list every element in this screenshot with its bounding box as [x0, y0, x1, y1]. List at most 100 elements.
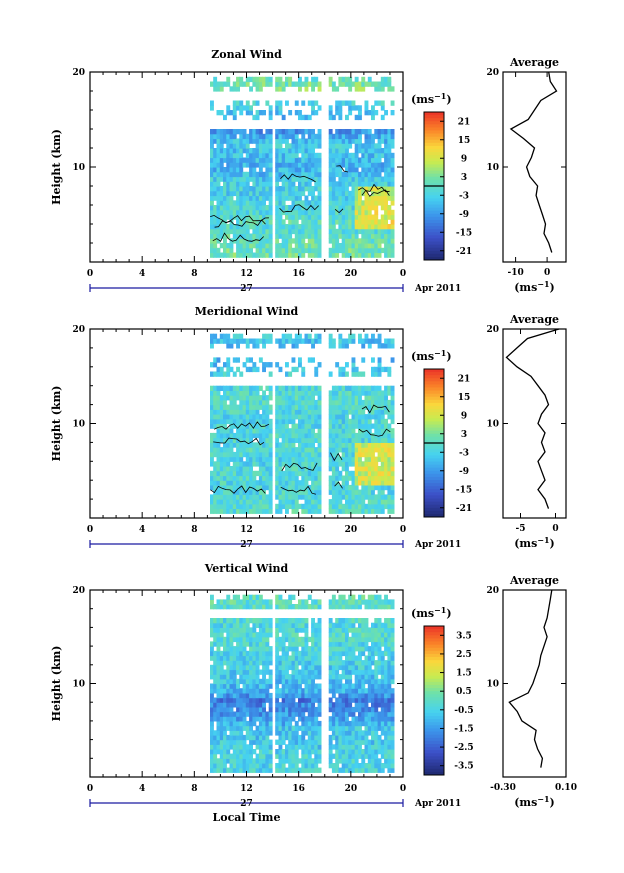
- zonal-heatmap-cell: [269, 224, 273, 229]
- vertical-heatmap-cell: [226, 595, 230, 600]
- meridional-heatmap-cell: [269, 433, 273, 438]
- meridional-heatmap-cell: [233, 400, 237, 405]
- meridional-heatmap-cell: [226, 357, 230, 362]
- meridional-colorbar-tick-label: 9: [461, 411, 467, 421]
- vertical-heatmap-cell: [236, 684, 240, 689]
- meridional-heatmap-cell: [269, 409, 273, 414]
- vertical-heatmap-cell: [318, 632, 322, 637]
- zonal-heatmap-cell: [391, 101, 395, 106]
- vertical-heatmap-cell: [275, 651, 279, 656]
- meridional-heatmap-cell: [210, 457, 214, 462]
- zonal-heatmap-cell: [288, 234, 292, 239]
- zonal-heatmap-cell: [295, 153, 299, 158]
- meridional-colorbar-segment: [424, 471, 444, 474]
- meridional-heatmap-cell: [391, 466, 395, 471]
- vertical-heatmap-cell: [338, 656, 342, 661]
- vertical-heatmap-cell: [348, 702, 352, 707]
- zonal-heatmap-cell: [249, 110, 253, 115]
- vertical-heatmap-cell: [252, 721, 256, 726]
- meridional-heatmap-cell: [217, 390, 221, 395]
- vertical-heatmap-cell: [318, 660, 322, 665]
- zonal-heatmap-cell: [292, 181, 296, 186]
- vertical-heatmap-cell: [314, 716, 318, 721]
- zonal-heatmap-cell: [269, 148, 273, 153]
- vertical-heatmap-cell: [210, 721, 214, 726]
- zonal-heatmap-cell: [391, 134, 395, 139]
- vertical-heatmap-cell: [318, 707, 322, 712]
- meridional-colorbar-segment: [424, 446, 444, 449]
- zonal-x-tick-label: 16: [292, 269, 305, 279]
- zonal-colorbar-tick-label: 3: [461, 173, 467, 183]
- vertical-wind-panel: 0 4 8 12 16 20 02010Vertical WindHeight (km)27…: [50, 562, 577, 824]
- meridional-heatmap-cell: [285, 362, 289, 367]
- meridional-colorbar-segment: [424, 511, 444, 514]
- zonal-heatmap-cell: [391, 181, 395, 186]
- zonal-title: Zonal Wind: [211, 48, 282, 61]
- vertical-heatmap-cell: [318, 641, 322, 646]
- zonal-heatmap-cell: [329, 110, 333, 115]
- meridional-heatmap-cell: [226, 372, 230, 377]
- meridional-heatmap-cell: [335, 362, 339, 367]
- vertical-heatmap-cell: [365, 735, 369, 740]
- vertical-heatmap-cell: [318, 646, 322, 651]
- zonal-heatmap-cell: [358, 110, 362, 115]
- zonal-heatmap-cell: [305, 196, 309, 201]
- meridional-heatmap-cell: [298, 357, 302, 362]
- meridional-heatmap-cell: [318, 447, 322, 452]
- zonal-heatmap-cell: [279, 110, 283, 115]
- meridional-heatmap-cell: [352, 428, 356, 433]
- vertical-heatmap-cell: [269, 604, 273, 609]
- meridional-heatmap-cell: [269, 490, 273, 495]
- zonal-heatmap-cell: [314, 101, 318, 106]
- zonal-heatmap-cell: [387, 77, 391, 82]
- zonal-heatmap-cell: [282, 200, 286, 205]
- meridional-heatmap-cell: [352, 362, 356, 367]
- meridional-heatmap-cell: [269, 480, 273, 485]
- meridional-colorbar-segment: [424, 455, 444, 458]
- meridional-heatmap-cells: [210, 334, 395, 514]
- meridional-heatmap-cell: [318, 485, 322, 490]
- zonal-day-label: 27: [240, 284, 253, 294]
- meridional-heatmap-cell: [269, 419, 273, 424]
- meridional-heatmap-cell: [368, 343, 372, 348]
- zonal-colorbar-unit-base: (ms: [411, 93, 434, 106]
- meridional-heatmap-cell: [269, 447, 273, 452]
- vertical-heatmap-cell: [269, 758, 273, 763]
- meridional-y-tick-label: 20: [72, 325, 85, 335]
- zonal-heatmap-cell: [282, 115, 286, 120]
- meridional-heatmap-cell: [371, 334, 375, 339]
- vertical-heatmap-cell: [318, 721, 322, 726]
- zonal-heatmap-cell: [355, 153, 359, 158]
- zonal-heatmap-cell: [338, 110, 342, 115]
- zonal-heatmap-cell: [295, 101, 299, 106]
- zonal-heatmap-cell: [391, 215, 395, 220]
- vertical-heatmap-cell: [230, 641, 234, 646]
- zonal-heatmap-cell: [352, 101, 356, 106]
- meridional-heatmap-cell: [318, 424, 322, 429]
- vertical-heatmap-cell: [269, 754, 273, 759]
- zonal-heatmap-cell: [338, 105, 342, 110]
- meridional-heatmap-cell: [318, 395, 322, 400]
- vertical-heatmap-cell: [298, 684, 302, 689]
- zonal-heatmap-cell: [332, 177, 336, 182]
- vertical-heatmap-cell: [329, 618, 333, 623]
- zonal-heatmap-cell: [332, 115, 336, 120]
- meridional-heatmap-cell: [301, 367, 305, 372]
- zonal-heatmap-cell: [279, 77, 283, 82]
- vertical-heatmap-cell: [358, 656, 362, 661]
- vertical-heatmap-cell: [329, 740, 333, 745]
- vertical-heatmap-cell: [210, 726, 214, 731]
- vertical-heatmap-cell: [223, 730, 227, 735]
- zonal-heatmap-cell: [318, 143, 322, 148]
- meridional-heatmap-cell: [285, 424, 289, 429]
- meridional-colorbar-segment: [424, 508, 444, 511]
- zonal-heatmap-cell: [269, 158, 273, 163]
- meridional-heatmap-cell: [275, 362, 279, 367]
- meridional-heatmap-cell: [311, 343, 315, 348]
- vertical-heatmap-cell: [311, 618, 315, 623]
- vertical-heatmap-cell: [269, 656, 273, 661]
- meridional-heatmap-cell: [262, 343, 266, 348]
- zonal-heatmap-cell: [329, 105, 333, 110]
- zonal-heatmap-cell: [311, 86, 315, 91]
- meridional-heatmap-cell: [239, 457, 243, 462]
